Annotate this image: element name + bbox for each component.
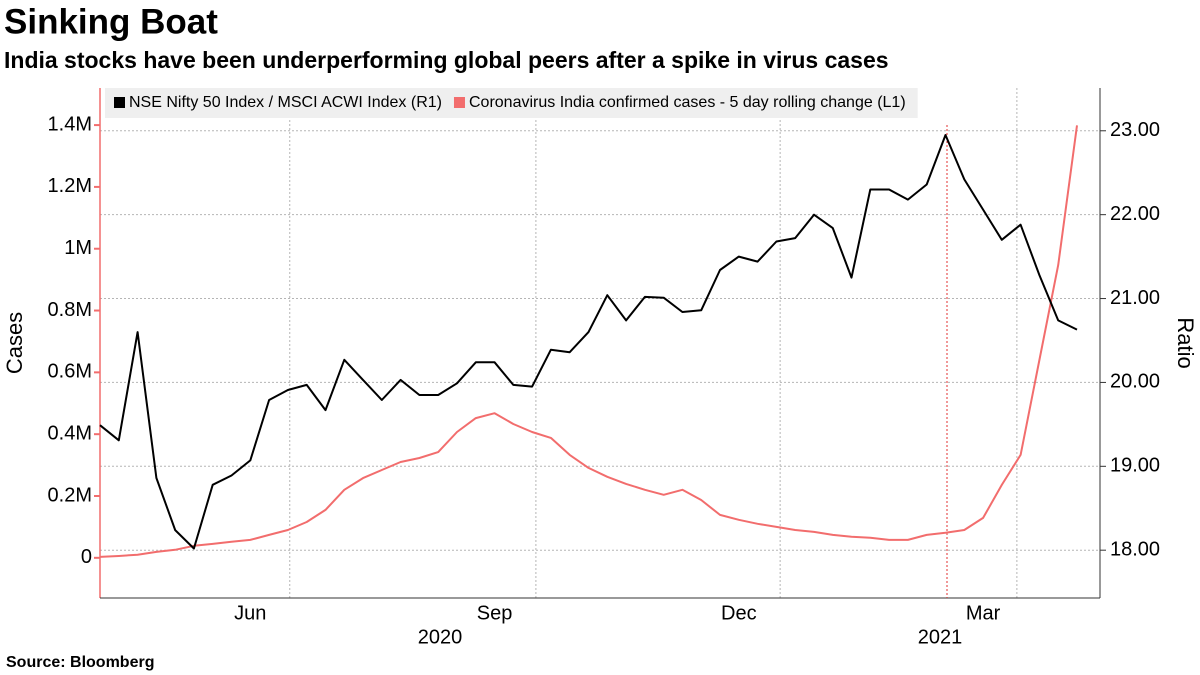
x-tick-label: Dec [721, 602, 757, 624]
x-group-label: 2021 [918, 626, 963, 648]
x-tick-label: Jun [234, 602, 266, 624]
y-tick-label: 1.2M [48, 175, 92, 197]
y-tick-label: 0.4M [48, 422, 92, 444]
y2-tick-label: 22.00 [1110, 203, 1160, 225]
x-tick-label: Mar [966, 602, 1001, 624]
y-tick-label: 0.8M [48, 299, 92, 321]
chart-title: Sinking Boat [4, 2, 218, 41]
y-tick-label: 0.6M [48, 361, 92, 383]
y2-tick-label: 23.00 [1110, 119, 1160, 141]
series-line [99, 125, 1078, 558]
y-tick-label: 1.4M [48, 113, 92, 135]
legend-swatch [453, 97, 465, 108]
y-axis-label: Cases [2, 312, 27, 374]
y-tick-label: 1M [64, 237, 92, 259]
series-line [99, 134, 1078, 550]
y-tick-label: 0 [81, 546, 92, 568]
legend-swatch [114, 97, 125, 108]
y2-tick-label: 19.00 [1110, 455, 1160, 477]
y2-tick-label: 18.00 [1110, 538, 1160, 560]
source: Source: Bloomberg [6, 654, 154, 671]
x-group-label: 2020 [418, 626, 463, 648]
y2-tick-label: 21.00 [1110, 287, 1160, 309]
legend-label: Coronavirus India confirmed cases - 5 da… [469, 94, 906, 111]
y-tick-label: 0.2M [48, 484, 92, 506]
legend-box [105, 88, 918, 118]
y2-axis-label: Ratio [1173, 317, 1198, 368]
legend-label: NSE Nifty 50 Index / MSCI ACWI Index (R1… [129, 94, 442, 111]
y2-tick-label: 20.00 [1110, 371, 1160, 393]
x-tick-label: Sep [477, 602, 513, 624]
chart-subtitle: India stocks have been underperforming g… [4, 47, 889, 73]
